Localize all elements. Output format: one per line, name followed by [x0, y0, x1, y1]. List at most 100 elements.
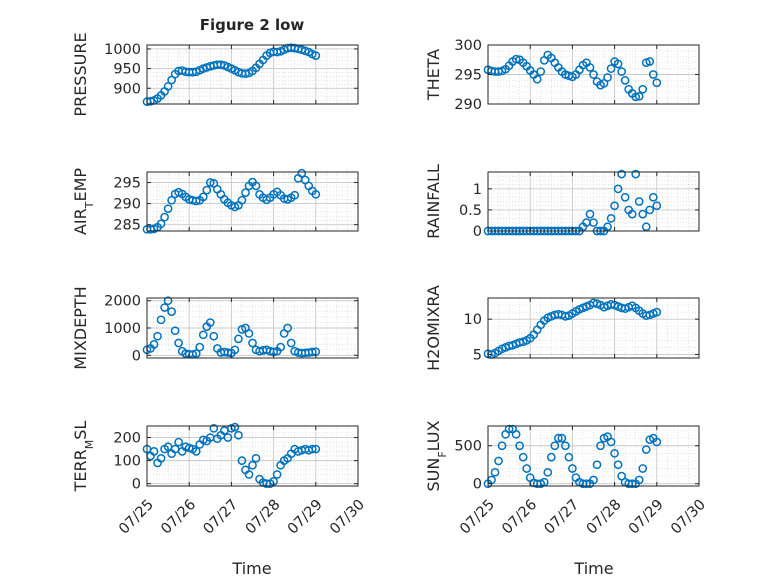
data-point	[167, 195, 176, 205]
data-point	[248, 460, 257, 470]
plot-area	[147, 172, 358, 231]
data-point	[163, 81, 173, 91]
data-point	[311, 189, 321, 199]
data-point	[156, 219, 166, 229]
data-point	[585, 63, 595, 72]
data-point	[202, 185, 212, 195]
data-point	[230, 345, 240, 355]
data-point	[191, 196, 201, 206]
subplot-sun-flux: 0 500 07/25 07/26 07/27 07/28 07/29 07/30 SUNFLU…	[424, 420, 709, 537]
data-point	[244, 329, 254, 338]
y-tick-label: 200	[113, 431, 141, 447]
data-point	[550, 441, 560, 451]
data-point	[286, 338, 296, 348]
x-tick-label: 07/26	[158, 497, 199, 538]
data-point	[532, 74, 542, 84]
data-point	[606, 437, 616, 447]
data-point	[536, 67, 546, 76]
subplot-rainfall: 0 0.5 1 RAINFALL	[424, 164, 700, 240]
data-point	[490, 467, 500, 477]
data-point	[568, 464, 577, 473]
data-point	[307, 347, 317, 357]
x-tick-label: 07/30	[668, 497, 709, 538]
y-tick-label: 500	[454, 439, 482, 455]
data-point	[620, 192, 630, 202]
y-tick-label: 0	[473, 224, 482, 240]
data-point	[191, 447, 201, 456]
data-point	[290, 190, 300, 200]
subplot-pressure: 900 950 1000 PRESSURE	[71, 32, 359, 117]
data-point	[198, 330, 208, 340]
data-point	[617, 169, 626, 179]
x-tick-label: 07/25	[116, 497, 157, 538]
y-tick-label: 285	[113, 218, 141, 234]
data-point	[205, 178, 215, 187]
data-point	[634, 91, 644, 101]
y-tick-label: 0	[473, 477, 482, 493]
data-point	[631, 92, 641, 102]
y-axis-label-3: RAINFALL	[424, 164, 443, 239]
data-point	[170, 326, 180, 336]
data-point	[620, 76, 630, 85]
data-point	[522, 464, 532, 473]
data-point	[174, 338, 183, 348]
data-point	[251, 181, 261, 191]
data-point	[191, 349, 201, 358]
data-point	[297, 168, 307, 178]
data-point	[156, 453, 166, 463]
data-point	[251, 453, 261, 463]
data-point	[198, 192, 208, 202]
data-point	[638, 209, 648, 219]
y-tick-label: 1000	[104, 321, 141, 337]
data-point	[518, 452, 528, 462]
data-point	[272, 470, 282, 479]
x-tick-label: 07/29	[285, 497, 326, 538]
data-point	[652, 307, 662, 317]
x-tick-label: 07/29	[626, 497, 667, 538]
data-point	[241, 69, 250, 79]
data-point	[613, 59, 623, 69]
data-point	[610, 448, 619, 458]
axes-frame	[487, 171, 700, 232]
data-point	[641, 445, 651, 454]
data-point	[205, 318, 215, 327]
data-point	[638, 84, 648, 94]
data-point	[652, 78, 662, 88]
data-point	[209, 331, 219, 341]
data-point	[156, 315, 166, 325]
data-point	[223, 348, 233, 357]
data-point	[606, 64, 616, 73]
data-point	[613, 460, 623, 470]
axes-frame	[146, 171, 359, 232]
data-point	[283, 323, 293, 333]
axes-frame	[146, 425, 359, 487]
data-point	[174, 437, 183, 447]
y-axis-label-5: H2OMIXRA	[424, 285, 443, 371]
y-axis-label-2: AIRTEMP	[71, 168, 96, 235]
y-axis-label-0: PRESSURE	[71, 32, 90, 116]
subplot-air-temp: 285 290 295 AIRTEMP	[71, 168, 359, 235]
data-point	[223, 433, 233, 442]
axes-frame	[487, 425, 700, 487]
data-point	[603, 73, 612, 82]
data-point	[648, 70, 658, 79]
data-point	[160, 303, 169, 312]
y-tick-label: 300	[454, 38, 482, 54]
data-point	[641, 222, 651, 232]
data-point	[603, 222, 612, 232]
data-point	[497, 441, 507, 451]
data-point	[617, 67, 626, 76]
y-tick-label: 1	[473, 182, 482, 198]
x-tick-label: 07/27	[201, 497, 242, 538]
data-point	[589, 218, 598, 227]
subplot-mixdepth: 0 1000 2000 MIXDEPTH	[71, 286, 359, 370]
x-axis-label-right: Time	[573, 559, 613, 578]
data-point	[504, 424, 514, 434]
data-point	[546, 452, 556, 462]
y-tick-label: 5	[473, 347, 482, 363]
data-point	[634, 197, 644, 206]
y-tick-label: 0	[132, 477, 141, 493]
y-tick-label: 950	[113, 62, 141, 78]
data-point	[557, 433, 567, 443]
data-point	[645, 57, 655, 66]
